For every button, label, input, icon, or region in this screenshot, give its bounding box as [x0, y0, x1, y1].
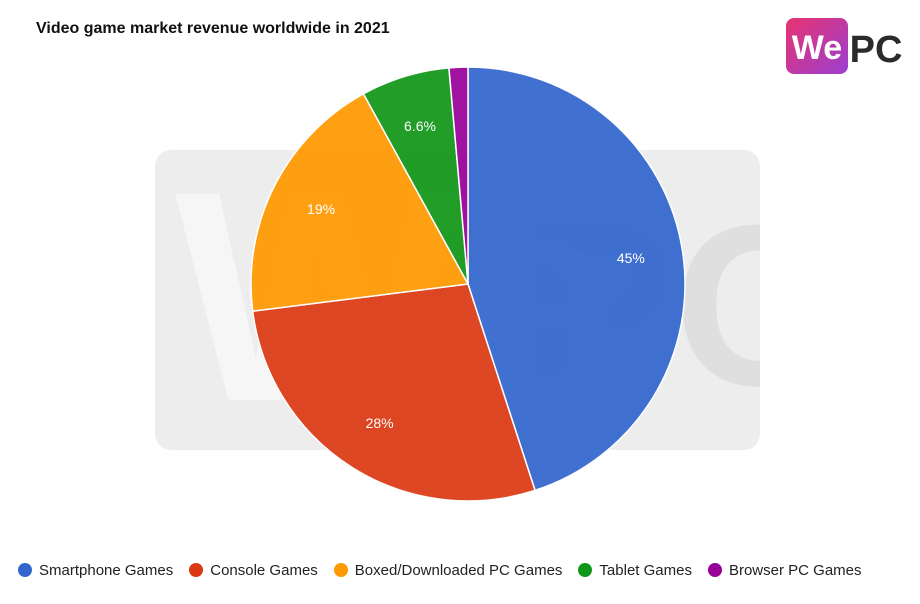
slice-label: 19% [307, 201, 335, 217]
wepc-logo: We PC [786, 18, 903, 74]
legend-swatch [333, 563, 348, 577]
legend-item: Boxed/Downloaded PC Games [333, 561, 563, 579]
pie-slice-browser-pc-games [448, 66, 469, 285]
slice-label: 45% [617, 250, 645, 266]
legend-swatch [707, 563, 722, 577]
svg-text:We: We [792, 29, 842, 67]
svg-text:PC: PC [850, 29, 903, 71]
legend-label: Browser PC Games [728, 561, 862, 579]
pie-slice-smartphone-games [467, 66, 686, 492]
legend-swatch [18, 563, 32, 577]
legend-label: Console Games [210, 561, 318, 579]
legend-label: Tablet Games [599, 561, 692, 579]
legend: Smartphone Games Console Games Boxed/Downl… [18, 558, 862, 582]
legend-item: Browser PC Games [707, 561, 862, 579]
legend-swatch [578, 563, 593, 577]
pie-slice-boxed-downloaded-pc-games [250, 92, 470, 313]
pie-slice-console-games [251, 283, 537, 502]
slice-label: 28% [366, 415, 394, 431]
legend-item: Smartphone Games [18, 562, 173, 579]
chart-title: Video game market revenue worldwide in 2… [36, 20, 390, 37]
legend-label: Smartphone Games [39, 561, 174, 579]
legend-swatch [189, 563, 204, 577]
legend-label: Boxed/Downloaded PC Games [354, 561, 563, 579]
legend-item: Console Games [189, 562, 318, 579]
legend-item: Tablet Games [578, 562, 692, 579]
slice-label: 6.6% [404, 118, 436, 134]
